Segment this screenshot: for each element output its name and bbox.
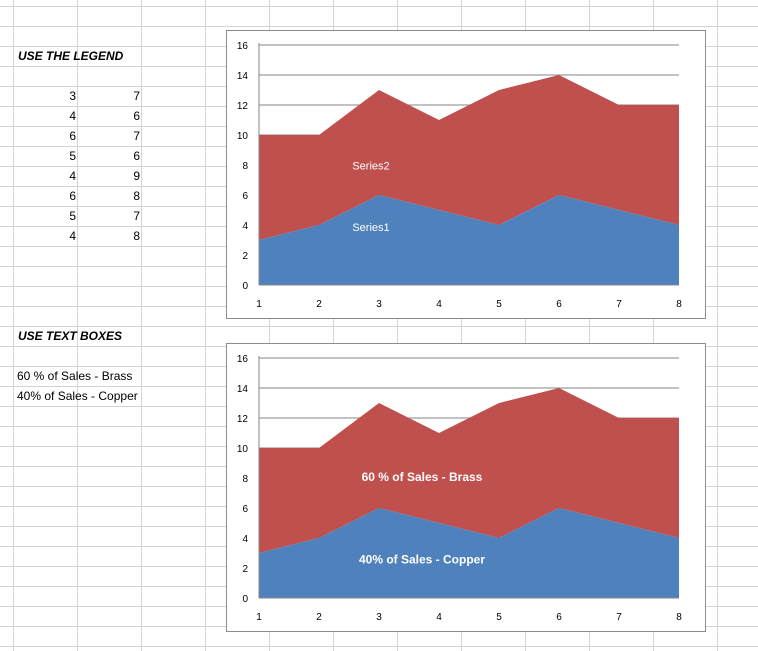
x-tick-label: 4 xyxy=(436,299,442,310)
y-tick-label: 2 xyxy=(242,564,248,575)
heading-use-text-boxes: USE TEXT BOXES xyxy=(18,329,123,343)
x-tick-label: 7 xyxy=(616,612,622,623)
table-cell: 8 xyxy=(133,229,140,243)
y-tick-label: 0 xyxy=(242,594,248,605)
series-label: 40% of Sales - Copper xyxy=(359,553,485,567)
y-tick-label: 4 xyxy=(242,221,248,232)
chart-2[interactable]: 0 2 4 6 8 10 12 14 16 1 2 3 4 5 6 7 8 40% of Sales - Copp… xyxy=(226,343,706,632)
series-area-bottom[interactable] xyxy=(259,508,679,598)
y-tick-label: 8 xyxy=(242,474,248,485)
table-cell: 7 xyxy=(133,129,140,143)
table-cell: 7 xyxy=(133,209,140,223)
y-tick-label: 2 xyxy=(242,251,248,262)
table-cell: 6 xyxy=(133,109,140,123)
table-cell: 4 xyxy=(69,229,76,243)
x-tick-label: 7 xyxy=(616,299,622,310)
table-cell: 4 xyxy=(69,109,76,123)
series-label: Series1 xyxy=(352,222,389,234)
series-area-bottom[interactable] xyxy=(259,195,679,285)
table-cell: 7 xyxy=(133,89,140,103)
x-tick-label: 8 xyxy=(676,612,682,623)
table-cell: 4 xyxy=(69,169,76,183)
x-tick-label: 5 xyxy=(496,299,502,310)
y-tick-label: 16 xyxy=(237,41,249,52)
heading-use-the-legend: USE THE LEGEND xyxy=(18,49,124,63)
table-cell: 3 xyxy=(69,89,76,103)
table-cell: 6 xyxy=(69,129,76,143)
y-tick-label: 10 xyxy=(237,131,249,142)
x-tick-label: 5 xyxy=(496,612,502,623)
label-copper: 40% of Sales - Copper xyxy=(17,389,138,403)
x-tick-label: 1 xyxy=(256,299,262,310)
x-tick-label: 6 xyxy=(556,612,562,623)
series-label: Series2 xyxy=(352,161,389,173)
y-tick-label: 4 xyxy=(242,534,248,545)
table-cell: 6 xyxy=(69,189,76,203)
table-cell: 5 xyxy=(69,209,76,223)
y-tick-label: 0 xyxy=(242,281,248,292)
x-tick-label: 3 xyxy=(376,299,382,310)
x-tick-label: 4 xyxy=(436,612,442,623)
x-tick-label: 2 xyxy=(316,299,322,310)
x-tick-label: 2 xyxy=(316,612,322,623)
y-tick-label: 12 xyxy=(237,414,249,425)
y-tick-label: 6 xyxy=(242,191,248,202)
y-tick-label: 8 xyxy=(242,161,248,172)
chart-1[interactable]: 0 2 4 6 8 10 12 14 16 1 2 3 4 5 6 7 8 Series1 Series2 xyxy=(226,30,706,319)
label-brass: 60 % of Sales - Brass xyxy=(17,369,133,383)
series-label: 60 % of Sales - Brass xyxy=(362,470,483,484)
y-tick-label: 6 xyxy=(242,504,248,515)
y-tick-label: 16 xyxy=(237,354,249,365)
y-tick-label: 10 xyxy=(237,444,249,455)
table-cell: 9 xyxy=(133,169,140,183)
x-tick-label: 8 xyxy=(676,299,682,310)
table-cell: 5 xyxy=(69,149,76,163)
x-tick-label: 1 xyxy=(256,612,262,623)
y-tick-label: 14 xyxy=(237,71,249,82)
y-tick-label: 12 xyxy=(237,101,249,112)
y-tick-label: 14 xyxy=(237,384,249,395)
table-cell: 8 xyxy=(133,189,140,203)
x-tick-label: 3 xyxy=(376,612,382,623)
table-cell: 6 xyxy=(133,149,140,163)
x-tick-label: 6 xyxy=(556,299,562,310)
